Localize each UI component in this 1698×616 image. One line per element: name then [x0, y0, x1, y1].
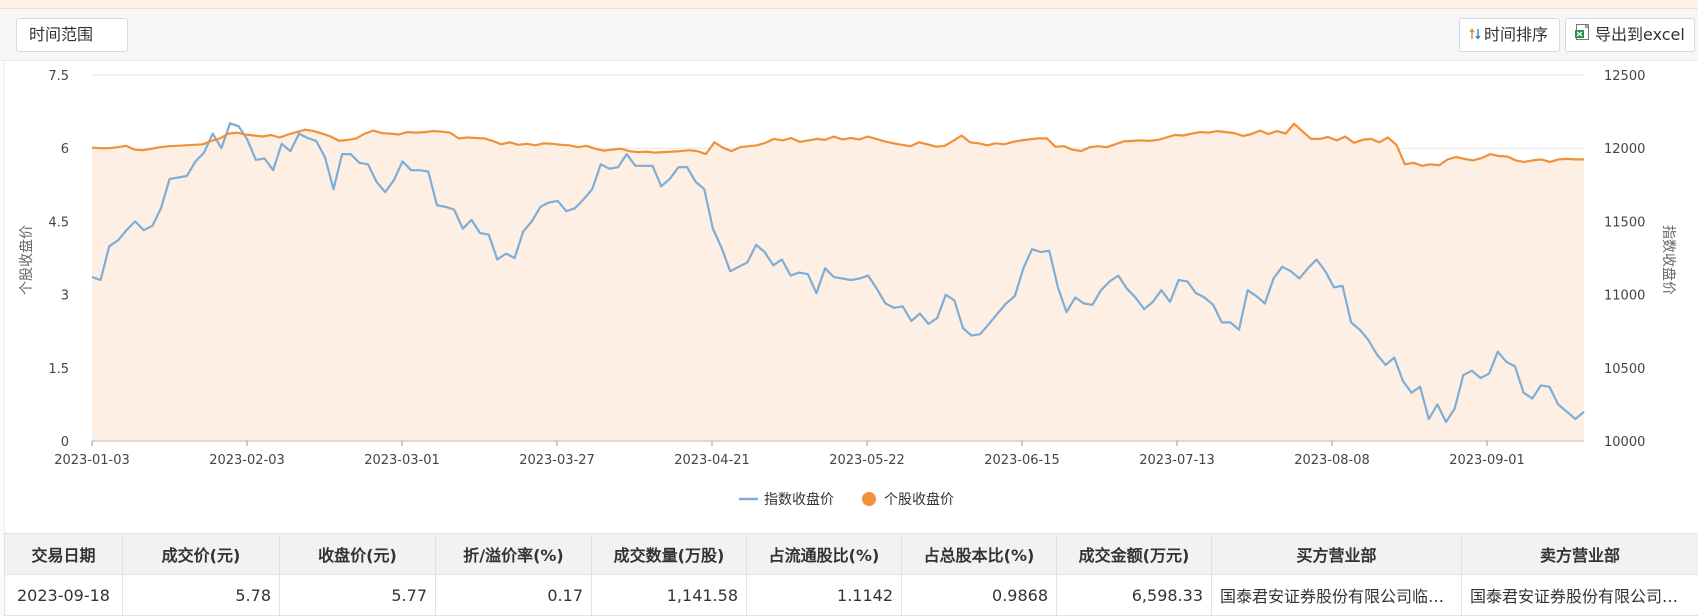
x-tick-label: 2023-08-08 — [1294, 453, 1370, 468]
col-header-volume[interactable]: 成交数量(万股) — [591, 533, 747, 575]
col-header-float-ratio[interactable]: 占流通股比(%) — [746, 533, 902, 575]
y-left-tick-label: 1.5 — [48, 362, 69, 377]
excel-file-icon — [1574, 20, 1592, 52]
x-tick-label: 2023-03-01 — [364, 453, 440, 468]
y-right-tick-label: 10500 — [1604, 362, 1645, 377]
cell-amount: 6,598.33 — [1056, 574, 1212, 616]
x-tick-label: 2023-02-03 — [209, 453, 285, 468]
time-range-label: 时间范围 — [29, 25, 94, 44]
series-line-index — [91, 122, 1585, 424]
x-axis: 2023-01-03 2023-02-03 2023-03-01 2023-03-27… — [54, 441, 1525, 468]
legend-item-index[interactable]: 指数收盘价 — [739, 491, 834, 508]
y-left-tick-label: 7.5 — [48, 69, 69, 84]
x-tick-label: 2023-09-01 — [1449, 453, 1525, 468]
chart-legend: 指数收盘价 个股收盘价 — [739, 491, 954, 508]
block-trade-table: 交易日期 成交价(元) 收盘价(元) 折/溢价率(%) 成交数量(万股) 占流通… — [4, 533, 1698, 616]
cell-trade-date: 2023-09-18 — [4, 574, 123, 616]
x-tick-label: 2023-05-22 — [829, 453, 905, 468]
legend-label-stock: 个股收盘价 — [884, 491, 954, 508]
x-tick-label: 2023-01-03 — [54, 453, 130, 468]
cell-seller: 国泰君安证券股份有限公司临沂沂蒙路证券营业部 — [1461, 574, 1698, 616]
col-header-deal-price[interactable]: 成交价(元) — [122, 533, 280, 575]
y-left-tick-label: 6 — [61, 142, 69, 157]
y-right-tick-label: 11500 — [1604, 215, 1645, 230]
time-sort-label: 时间排序 — [1484, 25, 1549, 44]
col-header-total-ratio[interactable]: 占总股本比(%) — [901, 533, 1057, 575]
x-tick-label: 2023-04-21 — [674, 453, 750, 468]
toolbar: 时间范围 时间排序 导出到excel — [0, 9, 1698, 61]
cell-volume: 1,141.58 — [591, 574, 747, 616]
time-range-button[interactable]: 时间范围 — [16, 18, 128, 52]
y-right-tick-label: 11000 — [1604, 289, 1645, 304]
cell-deal-price: 5.78 — [122, 574, 280, 616]
col-header-buyer[interactable]: 买方营业部 — [1211, 533, 1462, 575]
export-excel-button[interactable]: 导出到excel — [1565, 18, 1695, 52]
y-left-tick-label: 3 — [61, 289, 69, 304]
col-header-close-price[interactable]: 收盘价(元) — [279, 533, 436, 575]
y-axis-right-label: 指数收盘价 — [1660, 225, 1677, 295]
y-right-tick-label: 12000 — [1604, 142, 1645, 157]
col-header-premium-rate[interactable]: 折/溢价率(%) — [435, 533, 592, 575]
y-left-tick-label: 0 — [61, 435, 69, 450]
stock-price-area — [92, 123, 1584, 442]
export-excel-label: 导出到excel — [1595, 25, 1685, 44]
x-tick-label: 2023-06-15 — [984, 453, 1060, 468]
y-left-tick-label: 4.5 — [48, 215, 69, 230]
price-chart: 7.5 6 4.5 3 1.5 0 12500 12000 11500 11000 10500 10… — [18, 69, 1677, 508]
cell-float-ratio: 1.1142 — [746, 574, 902, 616]
table-header-row: 交易日期 成交价(元) 收盘价(元) 折/溢价率(%) 成交数量(万股) 占流通… — [4, 533, 1698, 575]
legend-swatch-stock — [862, 492, 876, 506]
y-axis-left: 7.5 6 4.5 3 1.5 0 — [48, 69, 69, 450]
col-header-seller[interactable]: 卖方营业部 — [1461, 533, 1698, 575]
x-tick-label: 2023-07-13 — [1139, 453, 1215, 468]
y-right-tick-label: 12500 — [1604, 69, 1645, 84]
y-axis-left-label: 个股收盘价 — [18, 225, 35, 295]
series-line-stock — [91, 122, 1584, 167]
col-header-amount[interactable]: 成交金额(万元) — [1056, 533, 1212, 575]
legend-item-stock[interactable]: 个股收盘价 — [862, 491, 954, 508]
y-axis-right: 12500 12000 11500 11000 10500 10000 — [1604, 69, 1645, 450]
col-header-trade-date[interactable]: 交易日期 — [4, 533, 123, 575]
y-right-tick-label: 10000 — [1604, 435, 1645, 450]
cell-close-price: 5.77 — [279, 574, 436, 616]
legend-label-index: 指数收盘价 — [764, 491, 834, 508]
cell-buyer: 国泰君安证券股份有限公司临沂沂蒙路证券营业部 — [1211, 574, 1462, 616]
x-tick-label: 2023-03-27 — [519, 453, 595, 468]
time-sort-button[interactable]: 时间排序 — [1459, 18, 1560, 52]
table-row[interactable]: 2023-09-18 5.78 5.77 0.17 1,141.58 1.114… — [4, 574, 1698, 616]
cell-premium-rate: 0.17 — [435, 574, 592, 616]
cell-total-ratio: 0.9868 — [901, 574, 1057, 616]
sort-arrows-icon — [1469, 20, 1481, 52]
top-accent-bar — [0, 0, 1698, 9]
page-left-border — [0, 0, 5, 616]
